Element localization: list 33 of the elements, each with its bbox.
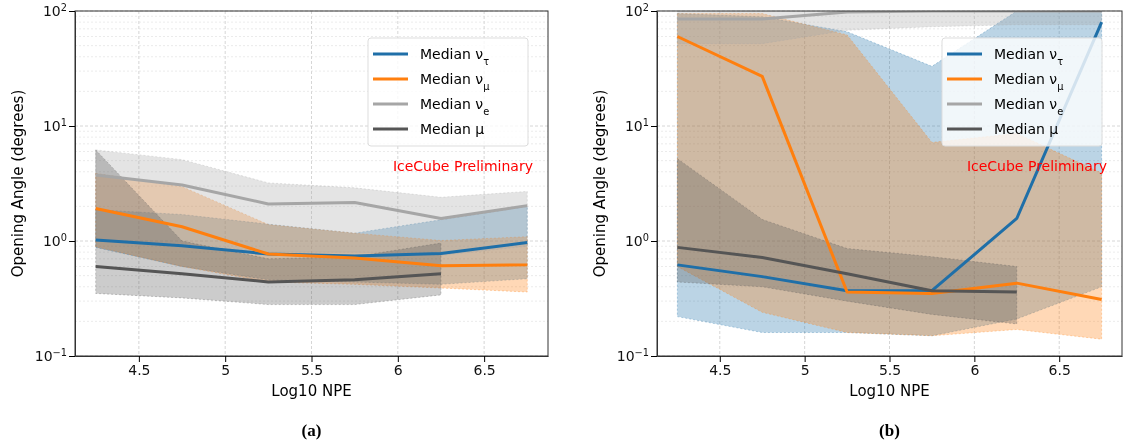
y-tick-label: 10$^{2}$ [42, 1, 67, 19]
x-axis-title: Log10 NPE [849, 382, 930, 400]
y-tick-label: 10$^{1}$ [624, 116, 649, 134]
y-axis-title: Opening Angle (degrees) [9, 89, 27, 278]
y-tick-label: 10$^{1}$ [42, 116, 67, 134]
x-tick-label: 5.5 [878, 361, 902, 378]
x-tick-label: 6 [393, 361, 403, 378]
x-tick-label: 6.5 [473, 361, 496, 378]
legend-label: Median μ [420, 121, 485, 137]
y-tick-label: 10$^{0}$ [42, 231, 67, 249]
y-tick-label: 10$^{−1}$ [616, 346, 649, 364]
y-tick-label: 10$^{−1}$ [34, 346, 67, 364]
x-axis-title: Log10 NPE [271, 382, 352, 400]
x-tick-label: 5 [800, 361, 810, 378]
legend-label: Median ν$_{τ}$ [994, 46, 1064, 67]
x-tick-label: 5 [221, 361, 231, 378]
text: (a) [301, 421, 322, 440]
legend-label: Median ν$_{e}$ [994, 96, 1064, 117]
legend-label: Median ν$_{μ}$ [420, 71, 490, 92]
y-tick-label: 10$^{2}$ [624, 1, 649, 19]
legend-label: Median ν$_{μ}$ [994, 71, 1064, 92]
x-tick-label: 5.5 [300, 361, 324, 378]
y-axis-title: Opening Angle (degrees) [591, 89, 609, 278]
x-tick-label: 6 [970, 361, 980, 378]
x-tick-label: 4.5 [709, 361, 732, 378]
annotation: IceCube Preliminary [392, 158, 533, 174]
legend-label: Median μ [994, 121, 1059, 137]
y-tick-label: 10$^{0}$ [624, 231, 649, 249]
legend-label: Median ν$_{e}$ [420, 96, 490, 117]
x-tick-label: 6.5 [1048, 361, 1071, 378]
x-tick-label: 4.5 [128, 361, 151, 378]
legend-label: Median ν$_{τ}$ [420, 46, 490, 67]
text: (b) [879, 421, 900, 440]
